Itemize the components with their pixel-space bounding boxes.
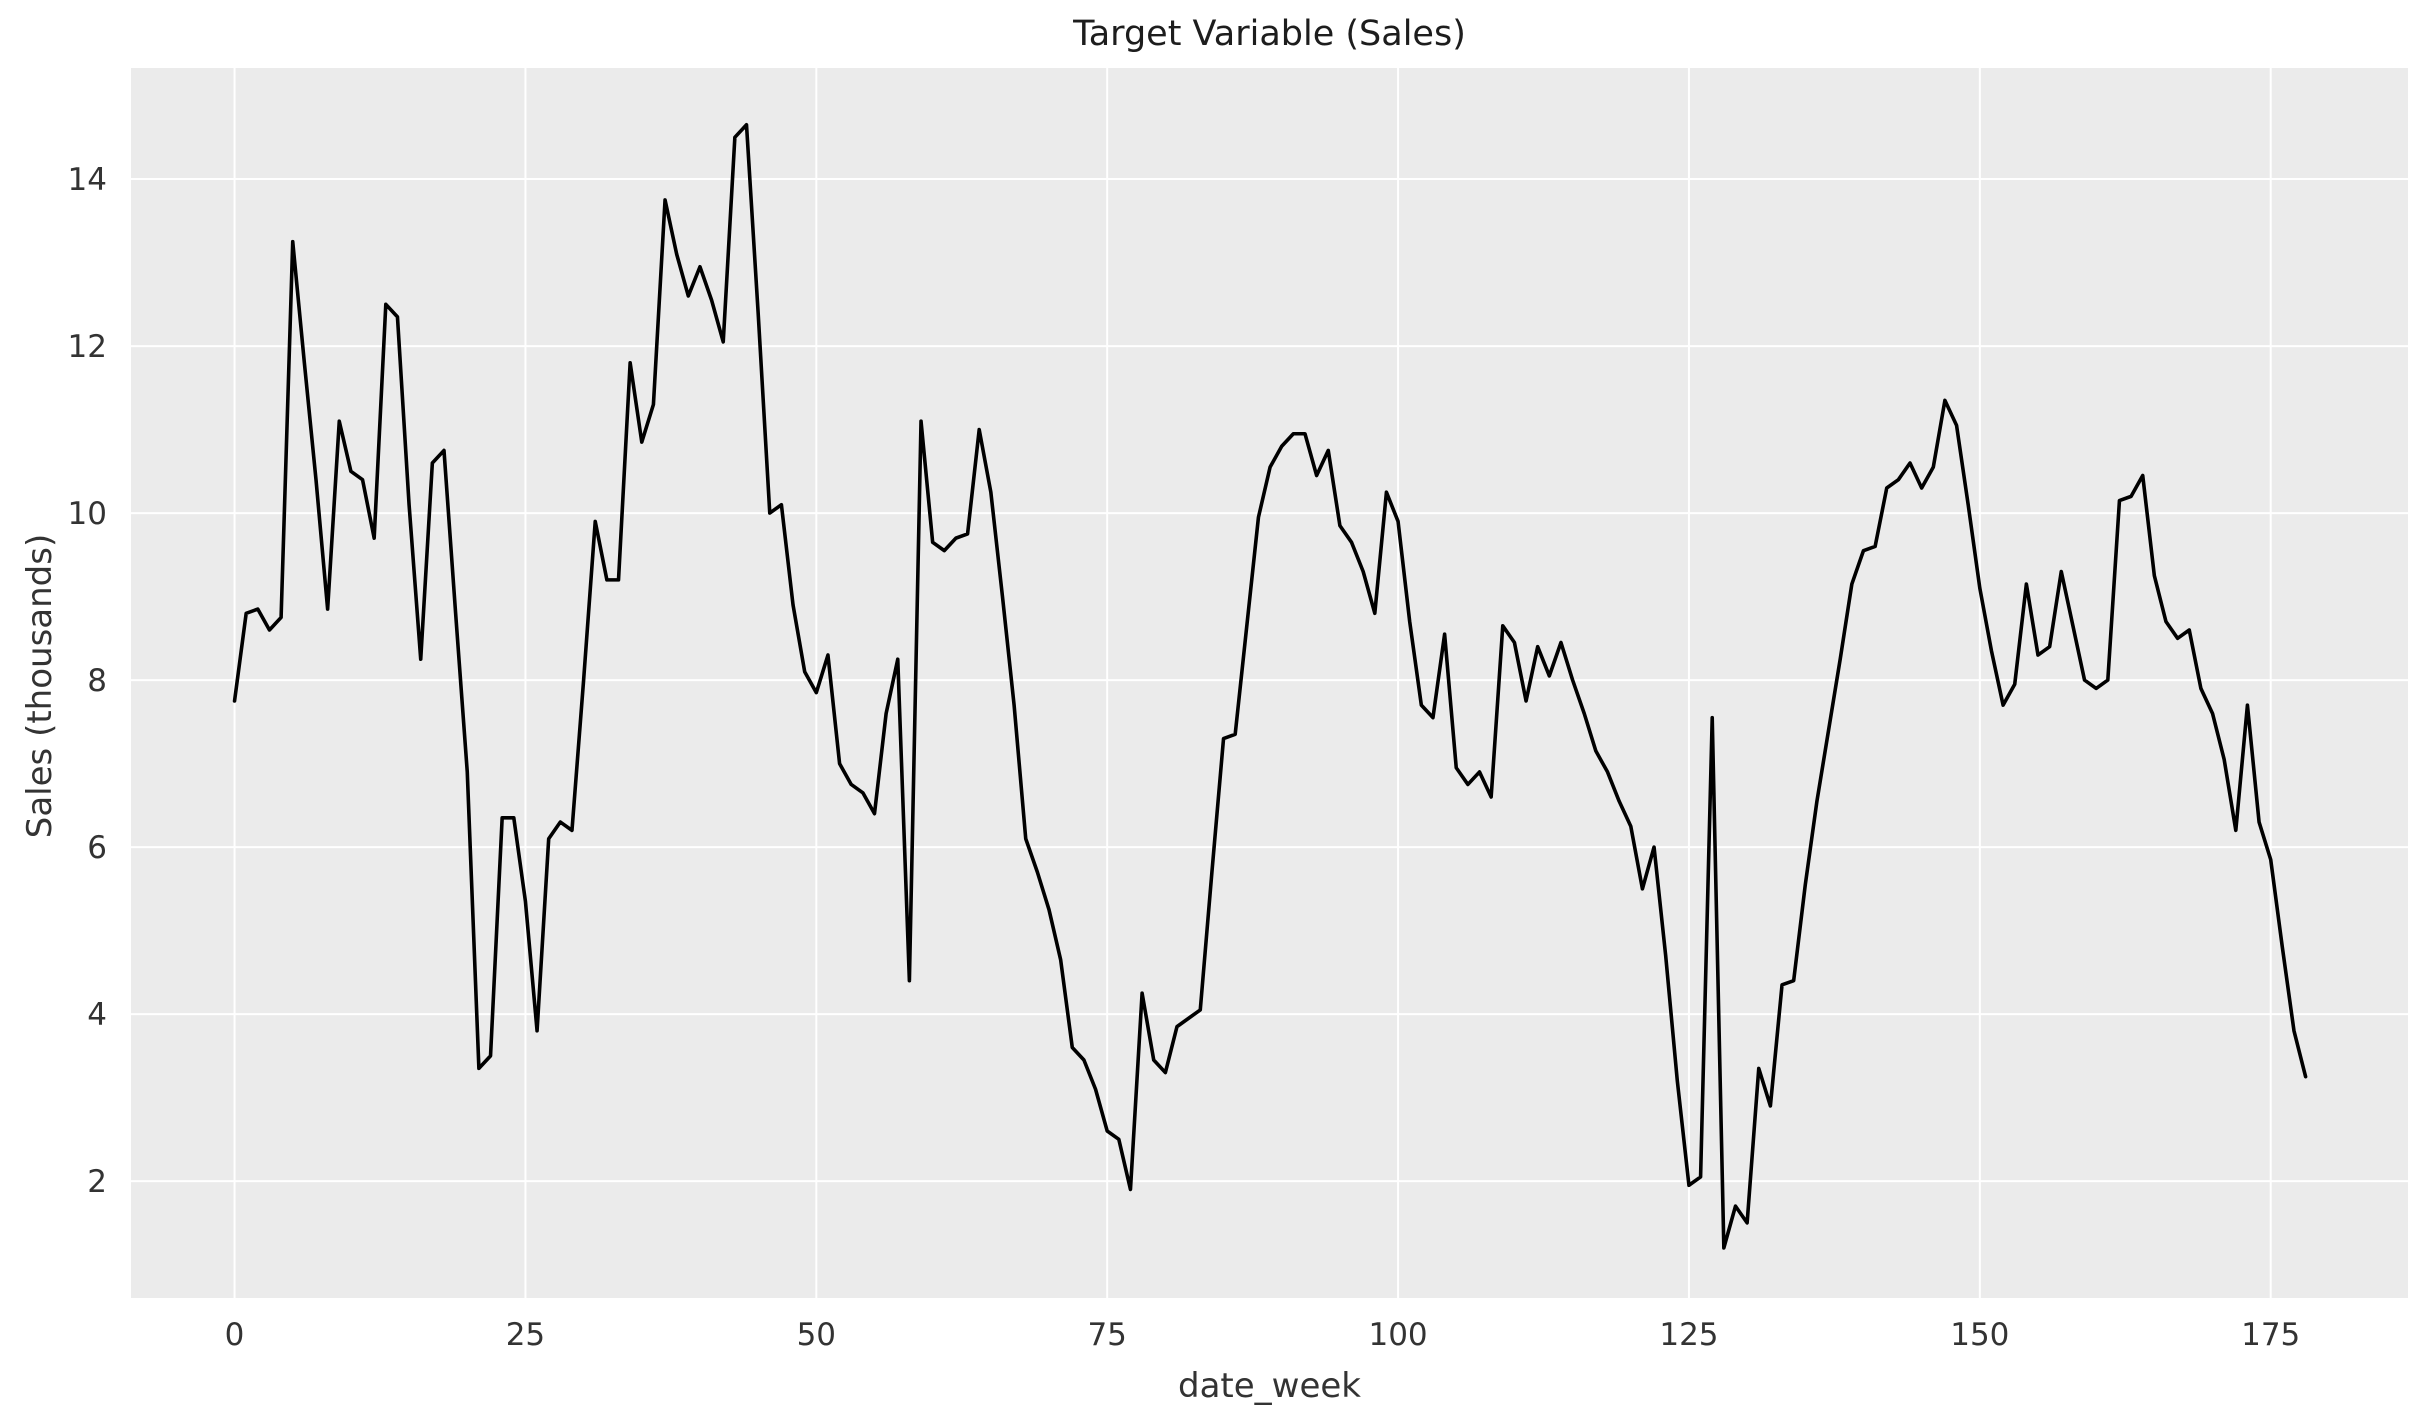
y-tick-labels: 2 4 6 8 10 12 14 [68, 162, 107, 1200]
x-tick-label: 175 [2241, 1317, 2300, 1353]
y-tick-label: 12 [68, 329, 107, 365]
x-tick-label: 0 [225, 1317, 245, 1353]
y-tick-label: 6 [87, 830, 107, 866]
x-tick-labels: 0 25 50 75 100 125 150 175 [225, 1317, 2301, 1353]
gridlines [131, 68, 2408, 1298]
sales-line [232, 122, 2308, 1250]
x-tick-label: 100 [1368, 1317, 1427, 1353]
y-tick-label: 14 [68, 162, 107, 198]
y-tick-label: 2 [87, 1164, 107, 1200]
x-axis-label: date_week [1178, 1366, 1361, 1406]
plot-area [131, 68, 2408, 1298]
sales-line-series [232, 122, 2308, 1250]
x-tick-label: 125 [1659, 1317, 1718, 1353]
x-tick-label: 50 [797, 1317, 836, 1353]
y-tick-label: 8 [87, 663, 107, 699]
y-tick-label: 4 [87, 997, 107, 1033]
y-tick-label: 10 [68, 496, 107, 532]
chart-title: Target Variable (Sales) [1073, 14, 1466, 54]
x-tick-label: 150 [1950, 1317, 2009, 1353]
x-tick-label: 25 [506, 1317, 545, 1353]
x-tick-label: 75 [1087, 1317, 1126, 1353]
y-axis-label: Sales (thousands) [20, 533, 60, 839]
